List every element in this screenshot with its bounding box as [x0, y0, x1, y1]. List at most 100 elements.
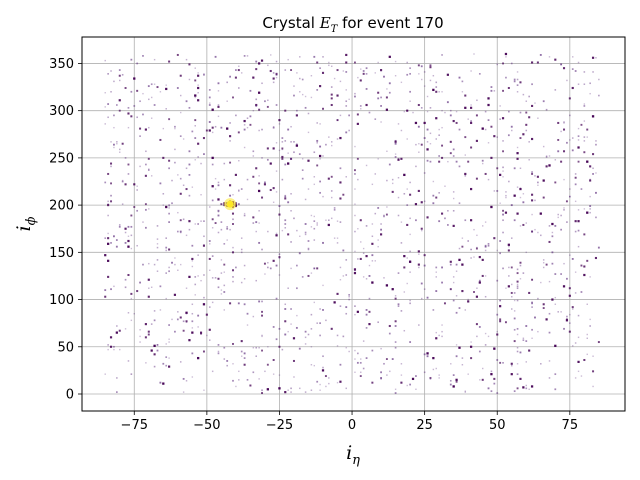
hit-point: [200, 162, 202, 165]
hit-point: [203, 235, 205, 238]
hit-point: [481, 274, 484, 277]
hit-point: [545, 156, 548, 158]
hit-point: [516, 91, 519, 93]
hit-point: [446, 101, 449, 104]
hit-point: [525, 123, 528, 126]
hit-point: [171, 318, 173, 321]
hit-point: [577, 61, 580, 64]
hit-point: [156, 349, 159, 352]
hit-point: [354, 188, 356, 190]
y-tick-label: 200: [49, 199, 74, 214]
hit-point: [200, 194, 202, 196]
hit-point: [467, 160, 470, 163]
hit-point: [435, 196, 438, 199]
hit-point: [455, 344, 458, 346]
hit-point: [130, 58, 133, 61]
hit-point: [371, 254, 374, 257]
hit-point: [345, 53, 348, 57]
hit-point: [266, 388, 269, 391]
hit-point: [287, 201, 290, 204]
hit-point: [153, 83, 156, 85]
hit-point: [191, 303, 194, 306]
hit-point: [208, 89, 211, 91]
hit-point: [290, 241, 292, 243]
hit-point: [513, 340, 516, 343]
hit-point: [200, 220, 202, 222]
hit-point: [179, 230, 182, 233]
hit-point: [507, 285, 510, 288]
hit-point: [330, 175, 333, 178]
hit-point: [278, 387, 281, 390]
hit-point: [461, 357, 464, 359]
hit-point: [432, 88, 435, 92]
hit-point: [261, 314, 264, 317]
hit-point: [255, 105, 258, 107]
hit-point: [229, 161, 232, 164]
hit-point: [386, 374, 388, 376]
hit-point: [507, 243, 510, 246]
hit-point: [583, 105, 586, 107]
hit-point: [569, 139, 571, 141]
hit-point: [513, 390, 516, 393]
hit-point: [455, 160, 458, 163]
hit-point: [269, 267, 272, 270]
hit-point: [168, 118, 171, 121]
hit-point: [258, 346, 260, 349]
hit-point: [519, 167, 522, 170]
hit-point: [191, 186, 194, 188]
hit-point: [345, 387, 347, 390]
hit-point: [574, 220, 577, 223]
hit-point: [525, 129, 528, 132]
hit-point: [194, 137, 197, 139]
hit-point: [150, 96, 153, 99]
hit-point: [548, 280, 551, 283]
hit-point: [104, 254, 107, 257]
hit-point: [296, 287, 298, 290]
hit-point: [159, 91, 162, 93]
hit-point: [136, 116, 138, 119]
hit-point: [560, 160, 563, 163]
hit-point: [423, 71, 426, 73]
x-tick-label: 0: [348, 418, 356, 433]
hit-point: [176, 318, 179, 321]
hit-point: [202, 137, 205, 140]
hit-point: [313, 151, 316, 154]
hit-point: [174, 125, 176, 128]
hit-point: [330, 103, 333, 107]
hit-point: [595, 172, 597, 174]
hit-point: [571, 306, 574, 309]
hit-point: [211, 185, 214, 188]
hit-point: [304, 223, 307, 225]
hit-point: [211, 227, 214, 229]
hit-point: [278, 213, 281, 216]
hit-point: [232, 246, 234, 249]
hit-point: [577, 360, 580, 363]
hit-point: [391, 178, 394, 181]
hit-point: [139, 335, 141, 338]
hit-point: [121, 203, 124, 205]
hit-point: [153, 365, 156, 368]
hit-point: [394, 140, 397, 143]
hit-point: [484, 172, 487, 175]
hit-point: [316, 164, 319, 167]
hit-point: [583, 71, 586, 73]
hit-point: [354, 214, 356, 217]
hit-point: [115, 239, 118, 241]
hit-point: [388, 55, 391, 58]
hit-point: [272, 187, 275, 190]
hit-point: [519, 187, 522, 191]
hit-point: [571, 137, 574, 139]
hit-point: [319, 145, 322, 148]
hit-point: [182, 218, 185, 221]
hit-point: [408, 260, 412, 263]
hit-point: [577, 220, 580, 223]
hit-point: [409, 260, 411, 262]
hit-point: [345, 100, 348, 103]
hit-point: [577, 146, 580, 149]
hit-point: [191, 352, 194, 355]
hit-point: [275, 234, 278, 237]
hit-point: [406, 384, 408, 387]
hit-point: [394, 320, 397, 323]
hit-point: [478, 281, 481, 284]
hit-point: [296, 229, 298, 232]
